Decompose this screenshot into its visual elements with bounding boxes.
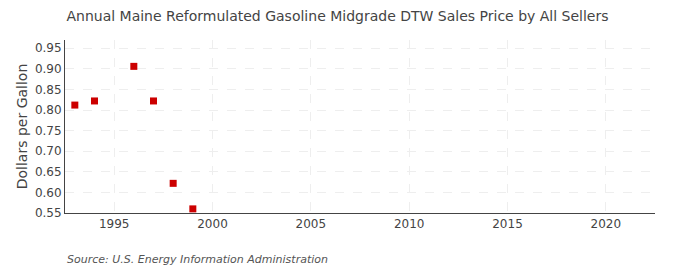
svg-text:0.80: 0.80 <box>35 103 62 117</box>
svg-text:0.90: 0.90 <box>35 62 62 76</box>
svg-text:0.85: 0.85 <box>35 83 62 97</box>
svg-text:0.60: 0.60 <box>35 186 62 200</box>
svg-text:2020: 2020 <box>591 217 622 231</box>
svg-text:0.75: 0.75 <box>35 124 62 138</box>
svg-text:2000: 2000 <box>197 217 228 231</box>
svg-text:0.55: 0.55 <box>35 206 62 220</box>
svg-text:2010: 2010 <box>394 217 425 231</box>
svg-text:2015: 2015 <box>492 217 523 231</box>
svg-text:0.65: 0.65 <box>35 165 62 179</box>
svg-text:2005: 2005 <box>296 217 327 231</box>
svg-text:Annual Maine Reformulated Gaso: Annual Maine Reformulated Gasoline Midgr… <box>66 8 608 24</box>
svg-text:0.70: 0.70 <box>35 144 62 158</box>
svg-text:Dollars per Gallon: Dollars per Gallon <box>14 64 30 190</box>
svg-text:Source: U.S. Energy Informatio: Source: U.S. Energy Information Administ… <box>67 253 328 266</box>
svg-text:1995: 1995 <box>99 217 130 231</box>
svg-text:0.95: 0.95 <box>35 41 62 55</box>
